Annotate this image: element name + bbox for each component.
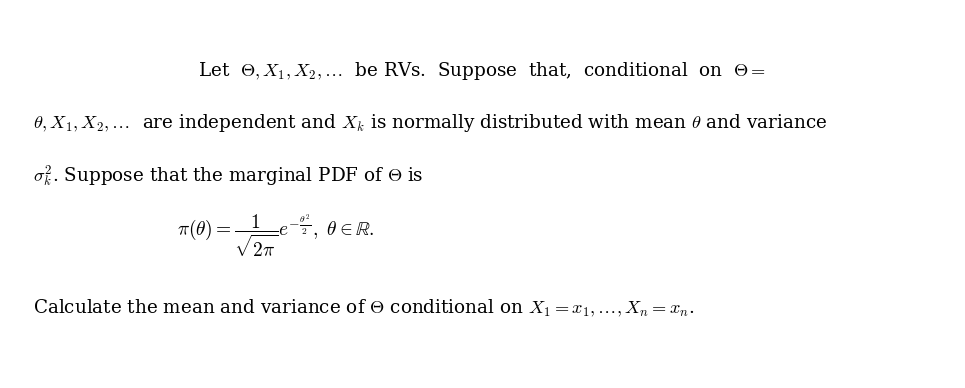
Text: $\pi(\theta) = \dfrac{1}{\sqrt{2\pi}}e^{-\frac{\theta^2}{2}},\ \theta \in \mathb: $\pi(\theta) = \dfrac{1}{\sqrt{2\pi}}e^{… <box>177 213 374 259</box>
Text: $\sigma_k^2$. Suppose that the marginal PDF of $\Theta$ is: $\sigma_k^2$. Suppose that the marginal … <box>33 164 424 189</box>
Text: Calculate the mean and variance of $\Theta$ conditional on $X_1 = x_1, \ldots, X: Calculate the mean and variance of $\The… <box>33 298 695 319</box>
Text: $\theta, X_1, X_2, \ldots$  are independent and $X_k$ is normally distributed wi: $\theta, X_1, X_2, \ldots$ are independe… <box>33 112 828 134</box>
Text: Let  $\Theta, X_1, X_2, \ldots$  be RVs.  Suppose  that,  conditional  on  $\The: Let $\Theta, X_1, X_2, \ldots$ be RVs. S… <box>199 60 766 82</box>
